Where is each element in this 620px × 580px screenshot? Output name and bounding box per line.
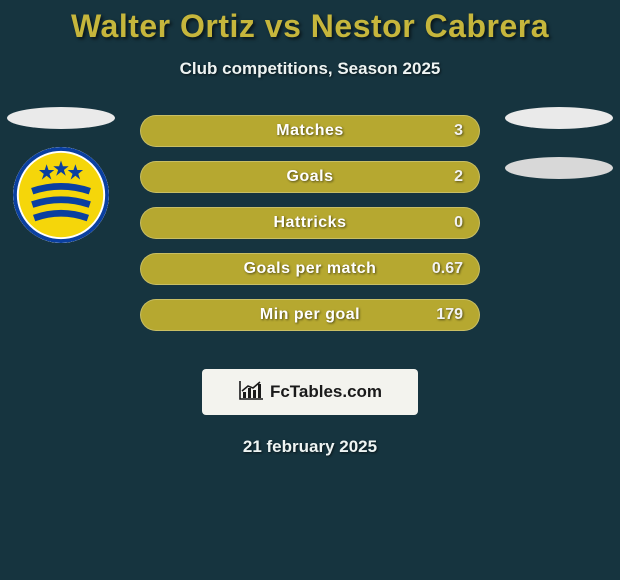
right-column — [504, 107, 614, 179]
content-root: Walter Ortiz vs Nestor Cabrera Club comp… — [0, 0, 620, 580]
vs-text: vs — [265, 8, 302, 44]
stat-bar-label: Hattricks — [274, 214, 347, 232]
stat-bar-label: Goals — [287, 168, 334, 186]
chart-icon — [238, 379, 264, 406]
page-title: Walter Ortiz vs Nestor Cabrera — [0, 0, 620, 45]
subtitle: Club competitions, Season 2025 — [0, 59, 620, 79]
stat-bar: Goals per match 0.67 — [140, 253, 480, 285]
brand-text: FcTables.com — [270, 382, 382, 402]
stat-bar: Hattricks 0 — [140, 207, 480, 239]
stat-bar-label: Min per goal — [260, 306, 360, 324]
stat-bar: Min per goal 179 — [140, 299, 480, 331]
stat-bar-label: Goals per match — [244, 260, 377, 278]
player2-ellipse-bottom — [505, 157, 613, 179]
stat-bar-value: 2 — [454, 168, 463, 186]
stat-bar-label: Matches — [276, 122, 344, 140]
stat-bar-value: 179 — [436, 306, 463, 324]
club-badge-icon — [13, 147, 109, 243]
stat-bar: Goals 2 — [140, 161, 480, 193]
stat-bar: Matches 3 — [140, 115, 480, 147]
player2-name: Nestor Cabrera — [311, 8, 549, 44]
player2-ellipse-top — [505, 107, 613, 129]
stats-area: Matches 3 Goals 2 Hattricks 0 Goals per match 0… — [0, 115, 620, 355]
player1-name: Walter Ortiz — [71, 8, 255, 44]
stat-bar-value: 0.67 — [432, 260, 463, 278]
date-text: 21 february 2025 — [0, 437, 620, 457]
player1-ellipse — [7, 107, 115, 129]
stat-bar-value: 3 — [454, 122, 463, 140]
stat-bar-value: 0 — [454, 214, 463, 232]
left-column — [6, 107, 116, 243]
brand-box: FcTables.com — [202, 369, 418, 415]
stat-bars: Matches 3 Goals 2 Hattricks 0 Goals per match 0… — [140, 115, 480, 345]
